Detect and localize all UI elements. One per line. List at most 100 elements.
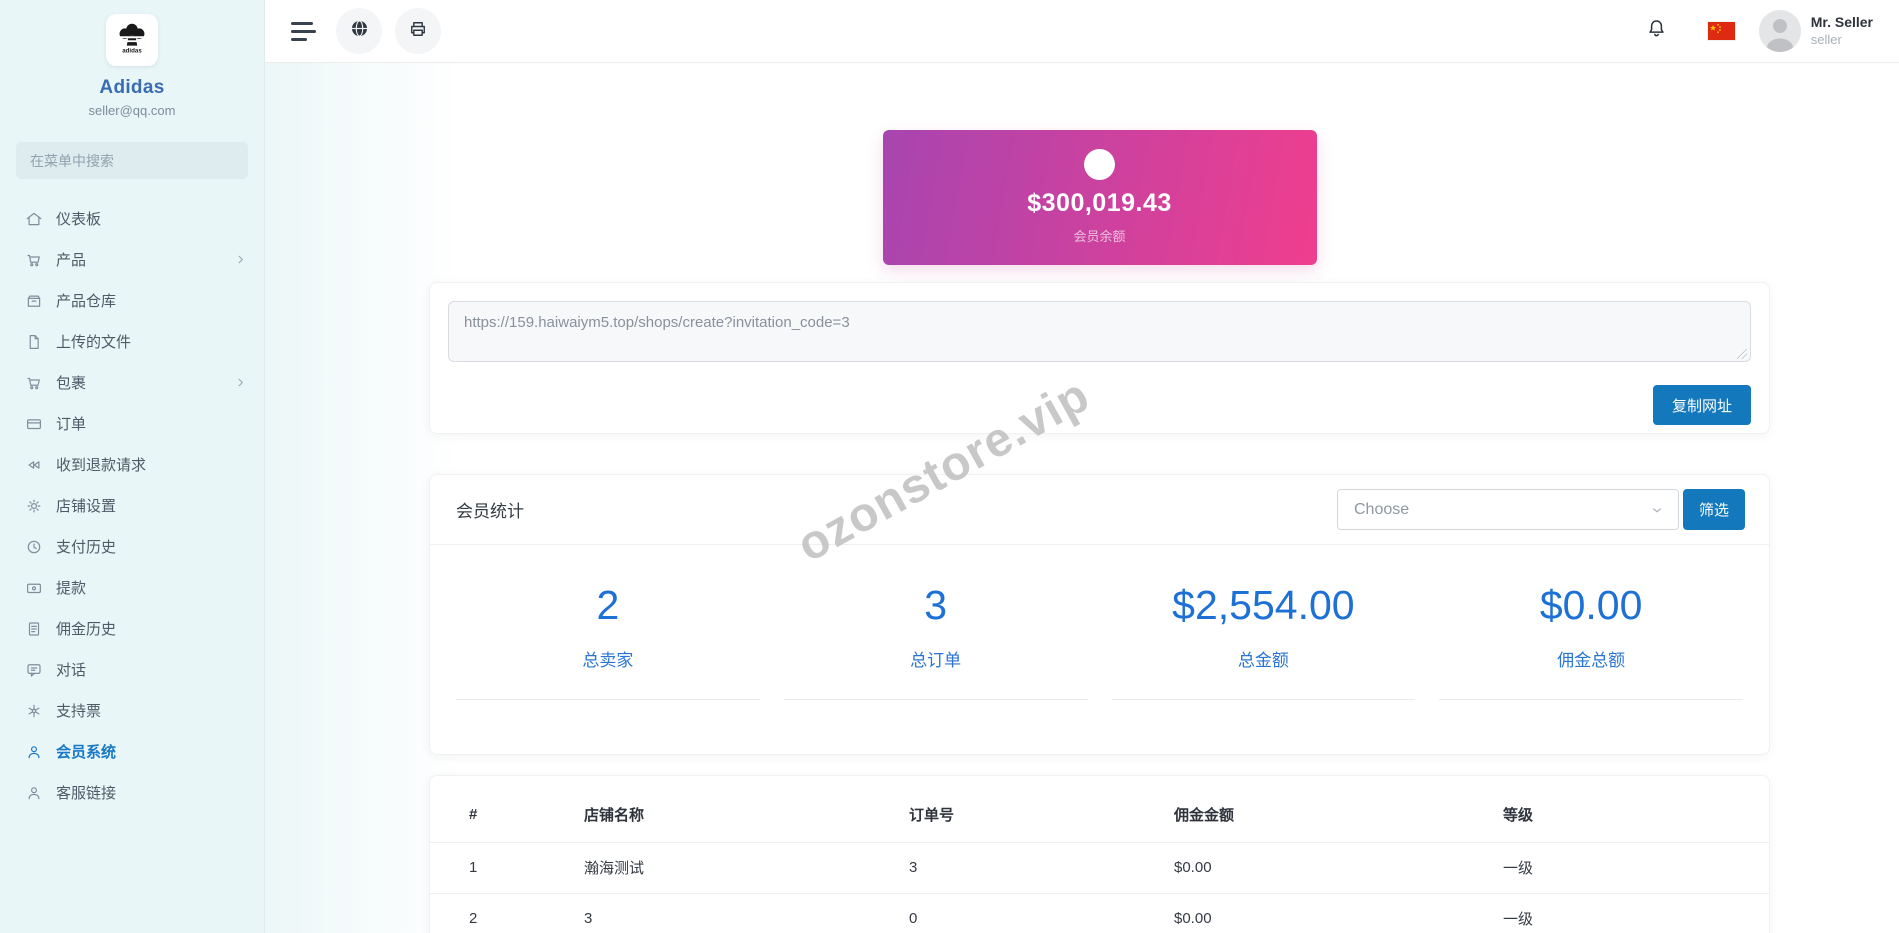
sidebar: adidas Adidas seller@qq.com 仪表板 产品 产品仓库 — [0, 0, 265, 933]
chevron-down-icon — [1650, 503, 1664, 517]
brand-name: Adidas — [99, 77, 165, 98]
stat-total-sellers: 2 总卖家 — [456, 583, 760, 700]
bell-icon — [1645, 17, 1668, 45]
sidebar-item-service-link[interactable]: 客服链接 — [0, 772, 264, 813]
sidebar-item-packages[interactable]: 包裹 — [0, 362, 264, 403]
order-card-icon — [25, 415, 43, 433]
stat-label: 总订单 — [910, 651, 962, 670]
brand-logo[interactable]: adidas — [106, 14, 158, 66]
chat-icon — [25, 661, 43, 679]
menu-label: 收到退款请求 — [56, 457, 147, 474]
sidebar-item-chat[interactable]: 对话 — [0, 649, 264, 690]
sidebar-item-payment-history[interactable]: 支付历史 — [0, 526, 264, 567]
table-header-row: # 店铺名称 订单号 佣金金额 等级 — [430, 788, 1769, 842]
sidebar-item-withdraw[interactable]: 提款 — [0, 567, 264, 608]
menu-label: 产品仓库 — [56, 293, 117, 310]
menu-label: 佣金历史 — [56, 621, 117, 638]
cell-order-no: 0 — [909, 892, 1174, 933]
print-button[interactable] — [395, 8, 441, 54]
chevron-right-icon — [235, 254, 246, 265]
user-name: Mr. Seller — [1810, 14, 1873, 31]
menu-label: 客服链接 — [56, 785, 117, 802]
col-index: # — [469, 806, 478, 824]
member-table-card: # 店铺名称 订单号 佣金金额 等级 1 瀚海测试 3 — [429, 775, 1770, 933]
cart-icon — [25, 251, 43, 269]
menu-label: 会员系统 — [56, 744, 117, 761]
sidebar-item-products[interactable]: 产品 — [0, 239, 264, 280]
language-button[interactable] — [336, 8, 382, 54]
sidebar-item-refund-requests[interactable]: 收到退款请求 — [0, 444, 264, 485]
sidebar-item-shop-settings[interactable]: 店铺设置 — [0, 485, 264, 526]
table-row[interactable]: 2 3 0 $0.00 一级 — [430, 892, 1769, 933]
invite-url-textarea[interactable]: https://159.haiwaiym5.top/shops/create?i… — [448, 301, 1751, 362]
member-table: # 店铺名称 订单号 佣金金额 等级 1 瀚海测试 3 — [430, 788, 1769, 933]
user-chip[interactable]: Mr. Seller seller — [1811, 14, 1873, 48]
menu-label: 提款 — [56, 580, 87, 597]
home-icon — [25, 210, 43, 228]
menu-label: 上传的文件 — [56, 334, 132, 351]
stat-value: 2 — [596, 582, 620, 628]
document-icon — [25, 620, 43, 638]
content-column: Mr. Seller seller ozonstore.vip $300,019… — [265, 0, 1899, 933]
menu-search-input[interactable] — [16, 142, 248, 179]
menu-label: 仪表板 — [56, 211, 102, 228]
filter-select-value: Choose — [1354, 500, 1410, 518]
cell-shop-name: 3 — [584, 892, 909, 933]
table-row[interactable]: 1 瀚海测试 3 $0.00 一级 — [430, 841, 1769, 893]
cell-shop-name: 瀚海测试 — [584, 841, 909, 893]
svg-text:adidas: adidas — [122, 47, 142, 54]
stats-title: 会员统计 — [456, 502, 524, 521]
filter-button[interactable]: 筛选 — [1683, 489, 1745, 530]
cn-flag-icon[interactable] — [1707, 22, 1735, 40]
sidebar-item-orders[interactable]: 订单 — [0, 403, 264, 444]
sidebar-menu: 仪表板 产品 产品仓库 上传的文件 包裹 订 — [0, 198, 264, 813]
menu-label: 支付历史 — [56, 539, 117, 556]
sidebar-item-dashboard[interactable]: 仪表板 — [0, 198, 264, 239]
cell-index: 1 — [430, 841, 584, 893]
adidas-trefoil-icon: adidas — [113, 19, 151, 62]
invite-url-card: https://159.haiwaiym5.top/shops/create?i… — [429, 282, 1770, 434]
printer-icon — [408, 19, 428, 44]
service-icon — [25, 784, 43, 802]
col-order-no: 订单号 — [909, 807, 955, 825]
member-icon — [25, 743, 43, 761]
sidebar-item-commission-history[interactable]: 佣金历史 — [0, 608, 264, 649]
stat-label: 总金额 — [1237, 651, 1289, 670]
cell-level: 一级 — [1503, 841, 1769, 893]
globe-icon — [349, 18, 370, 44]
hamburger-icon[interactable] — [291, 21, 316, 41]
menu-label: 对话 — [56, 662, 87, 679]
sidebar-item-support-ticket[interactable]: 支持票 — [0, 690, 264, 731]
refund-icon — [25, 456, 43, 474]
brand-email: seller@qq.com — [88, 103, 176, 118]
notifications-button[interactable] — [1645, 17, 1668, 45]
clock-icon — [25, 538, 43, 556]
member-stats-card: 会员统计 Choose 筛选 2 总卖家 — [429, 474, 1770, 755]
stat-total-commission: $0.00 佣金总额 — [1439, 583, 1743, 700]
col-shop-name: 店铺名称 — [584, 807, 645, 825]
sidebar-item-uploaded-files[interactable]: 上传的文件 — [0, 321, 264, 362]
balance-amount: $300,019.43 — [1027, 189, 1172, 217]
stat-value: $2,554.00 — [1172, 582, 1355, 628]
stat-total-orders: 3 总订单 — [783, 582, 1088, 700]
filter-select[interactable]: Choose — [1337, 489, 1679, 530]
cell-order-no: 3 — [909, 841, 1174, 893]
cell-commission: $0.00 — [1174, 892, 1503, 933]
copy-url-button[interactable]: 复制网址 — [1653, 385, 1751, 425]
sidebar-item-member-system[interactable]: 会员系统 — [0, 731, 264, 772]
avatar[interactable] — [1758, 10, 1801, 52]
stat-value: 3 — [924, 582, 948, 628]
chevron-right-icon — [235, 377, 246, 388]
sidebar-item-product-warehouse[interactable]: 产品仓库 — [0, 280, 264, 321]
balance-label: 会员余额 — [1073, 229, 1126, 244]
balance-dot-icon — [1084, 149, 1115, 180]
menu-label: 包裹 — [56, 375, 87, 392]
cell-level: 一级 — [1503, 892, 1769, 933]
cell-commission: $0.00 — [1174, 841, 1503, 893]
topbar: Mr. Seller seller — [265, 0, 1899, 63]
stat-label: 佣金总额 — [1557, 651, 1626, 670]
col-level: 等级 — [1503, 807, 1534, 825]
menu-label: 订单 — [56, 416, 87, 433]
stat-value: $0.00 — [1539, 582, 1643, 628]
